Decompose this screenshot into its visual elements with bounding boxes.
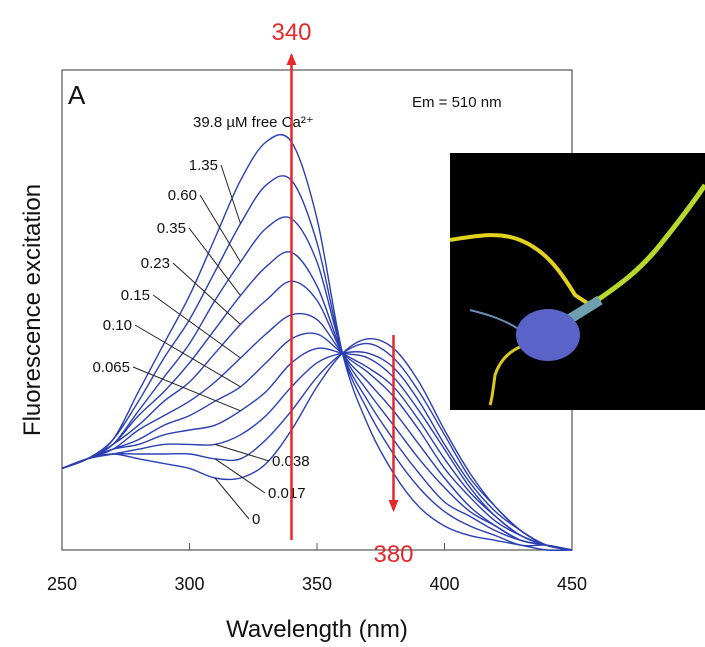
- arrow-label: 340: [271, 19, 311, 46]
- spectrum-line: [61, 351, 573, 551]
- spectrum-line: [61, 251, 573, 551]
- leader-line: [134, 324, 241, 388]
- series-label: 0.10: [103, 317, 132, 334]
- x-axis-label: Wavelength (nm): [226, 616, 408, 643]
- leader-line: [152, 294, 241, 359]
- annotation: Em = 510 nm: [412, 94, 502, 111]
- arrow-head: [286, 53, 297, 65]
- dendrite: [588, 183, 705, 308]
- panel-label: A: [68, 80, 86, 110]
- dendrite: [469, 309, 521, 331]
- leader-line: [214, 443, 270, 462]
- series-label: 0.23: [141, 255, 170, 272]
- dendrite: [488, 343, 526, 406]
- cell-body: [516, 309, 580, 361]
- series-label: 0.017: [268, 485, 306, 502]
- inset-image: [449, 153, 705, 410]
- leader-line: [214, 477, 250, 520]
- leader-line: [220, 164, 241, 224]
- leader-line: [172, 262, 241, 325]
- x-tick-label: 300: [174, 574, 204, 594]
- x-tick-label: 350: [302, 574, 332, 594]
- leader-line: [199, 194, 241, 263]
- x-tick-label: 250: [47, 574, 77, 594]
- spectrum-line: [61, 342, 573, 551]
- series-label: 0.065: [92, 359, 130, 376]
- series-label: 1.35: [189, 157, 218, 174]
- spectrum-line: [61, 175, 573, 551]
- arrow-label: 380: [373, 541, 413, 568]
- spectrum-line: [61, 337, 573, 551]
- inset-background: [450, 153, 705, 410]
- series-label: 0.35: [157, 220, 186, 237]
- spectrum-line: [61, 280, 573, 551]
- leader-line: [214, 458, 266, 494]
- series-label: 0.15: [121, 287, 150, 304]
- spectrum-line: [61, 347, 573, 551]
- spectrum-line: [61, 312, 573, 551]
- x-tick-label: 400: [429, 574, 459, 594]
- series-label: 0.60: [168, 187, 197, 204]
- series-label: 0: [252, 511, 260, 528]
- spectrum-line: [61, 216, 573, 551]
- leader-line: [132, 366, 241, 412]
- spectrum-line: [61, 133, 573, 552]
- y-axis-label: Fluorescence excitation: [19, 184, 46, 436]
- x-tick-label: 450: [557, 574, 587, 594]
- leader-line: [188, 227, 241, 296]
- arrow-head: [388, 500, 399, 512]
- series-label: 39.8 µM free Ca²⁺: [193, 114, 314, 131]
- dendrite: [449, 233, 592, 307]
- spectrum-line: [61, 332, 573, 551]
